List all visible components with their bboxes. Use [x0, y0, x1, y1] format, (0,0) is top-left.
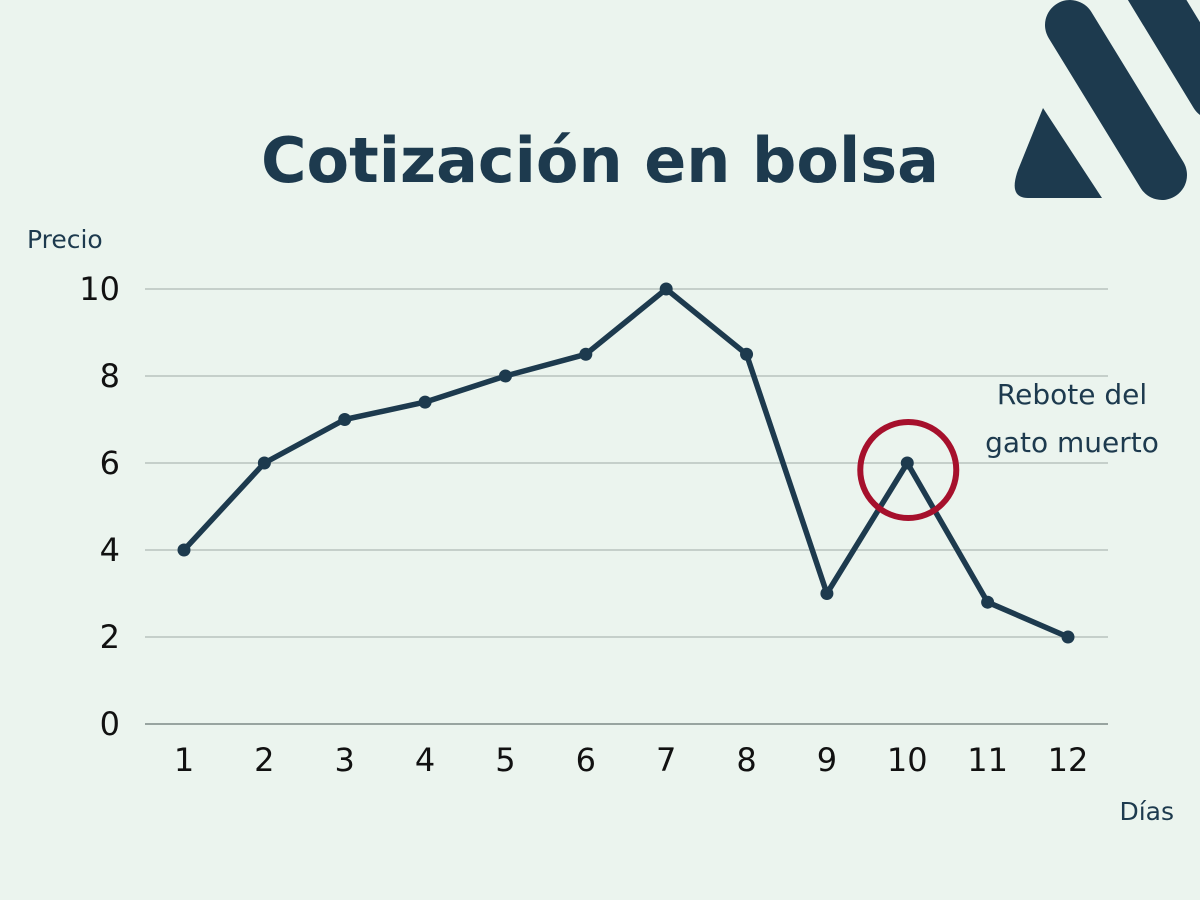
series-line: [181, 286, 1071, 640]
x-tick-label: 10: [887, 741, 928, 779]
data-point: [257, 456, 271, 470]
data-point: [418, 395, 432, 409]
y-tick-labels: 0 2 4 6 8 10: [79, 270, 120, 743]
x-tick-label: 5: [495, 741, 515, 779]
y-tick-label: 8: [100, 357, 120, 395]
x-tick-label: 11: [967, 741, 1008, 779]
x-tick-label: 9: [817, 741, 837, 779]
y-tick-label: 0: [100, 705, 120, 743]
series-line-group: [177, 282, 1075, 644]
x-tick-labels: 1 2 3 4 5 6 7 8 9 10 11 12: [174, 741, 1089, 779]
x-tick-label: 12: [1048, 741, 1089, 779]
x-tick-label: 1: [174, 741, 194, 779]
data-point: [659, 282, 673, 296]
annotation-group: Rebote del gato muerto: [857, 378, 1159, 521]
x-tick-label: 6: [576, 741, 596, 779]
logo-mark: [1014, 0, 1200, 200]
logo-stripe: [1127, 0, 1200, 115]
x-tick-label: 2: [254, 741, 274, 779]
gridlines: [145, 288, 1108, 725]
x-tick-label: 4: [415, 741, 435, 779]
y-tick-label: 10: [79, 270, 120, 308]
logo-stripe: [1045, 0, 1187, 200]
x-tick-label: 7: [656, 741, 676, 779]
chart-title: Cotización en bolsa: [261, 124, 939, 197]
x-axis-label: Días: [1119, 797, 1174, 826]
data-point: [981, 595, 995, 609]
data-point: [579, 347, 593, 361]
data-point: [740, 347, 754, 361]
y-tick-label: 6: [100, 444, 120, 482]
y-tick-label: 4: [100, 531, 120, 569]
data-point: [338, 413, 352, 426]
x-tick-label: 3: [335, 741, 355, 779]
y-tick-label: 2: [100, 618, 120, 656]
annotation-label: Rebote del: [997, 378, 1147, 411]
annotation-label: gato muerto: [985, 426, 1159, 459]
data-point: [900, 456, 914, 470]
logo-triangle: [1014, 108, 1102, 198]
y-axis-label: Precio: [27, 225, 103, 254]
x-tick-label: 8: [736, 741, 756, 779]
data-point: [177, 543, 191, 557]
annotation-circle: [857, 419, 960, 521]
data-point: [498, 369, 512, 383]
data-point: [1061, 630, 1075, 644]
data-point: [820, 587, 834, 600]
